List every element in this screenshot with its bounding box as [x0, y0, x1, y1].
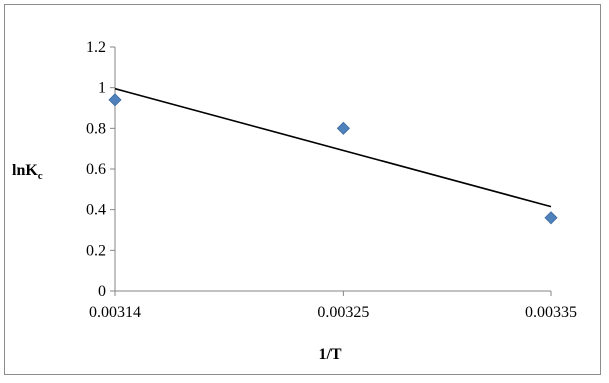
y-tick-label: 0.2	[86, 242, 106, 259]
chart-frame	[4, 4, 601, 375]
y-axis-ticks: 0 0.2 0.4 0.6 0.8 1 1.2	[86, 39, 115, 300]
y-axis-title: lnKc	[12, 162, 43, 182]
x-axis-title: 1/T	[318, 346, 341, 363]
y-tick-label: 1.2	[86, 39, 106, 56]
y-axis-title-main: lnK	[12, 162, 38, 179]
x-tick-label: 0.00325	[317, 304, 369, 321]
data-point	[108, 93, 122, 107]
y-tick-label: 1	[98, 80, 106, 97]
y-tick-label: 0.8	[86, 120, 106, 137]
data-point	[336, 121, 350, 135]
y-tick-label: 0.6	[86, 161, 106, 178]
data-points	[108, 93, 558, 225]
y-tick-label: 0.4	[86, 202, 106, 219]
x-axis-ticks: 0.00314 0.00325 0.00335	[89, 291, 577, 321]
y-tick-label: 0	[98, 283, 106, 300]
x-tick-label: 0.00335	[525, 304, 577, 321]
trendline	[114, 87, 552, 208]
data-point	[544, 211, 558, 225]
x-tick-label: 0.00314	[89, 304, 141, 321]
y-axis-title-subscript: c	[38, 170, 43, 182]
